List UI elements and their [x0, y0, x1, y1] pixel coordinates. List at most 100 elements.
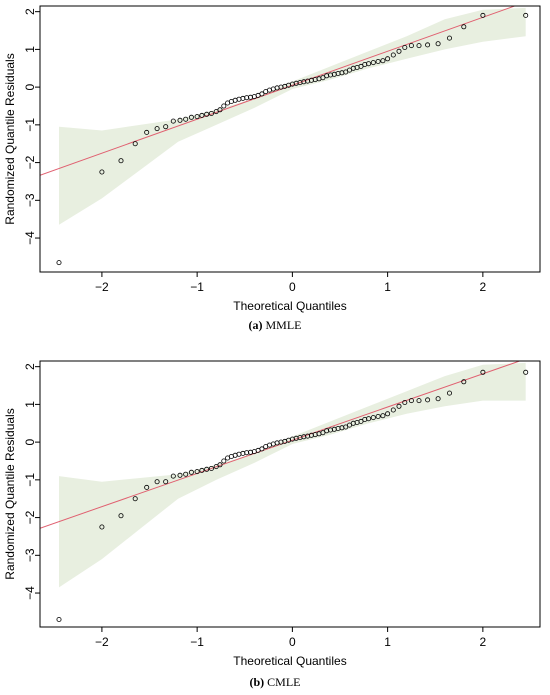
data-point: [204, 111, 210, 117]
data-point: [416, 43, 422, 49]
caption-a-name: MMLE: [265, 318, 302, 332]
x-tick-label: −1: [190, 280, 204, 294]
y-tick-label: 0: [23, 438, 37, 445]
data-point: [188, 114, 194, 120]
data-point: [118, 158, 124, 164]
caption-a-letter: (a): [248, 318, 263, 332]
data-point: [183, 471, 189, 477]
data-point: [408, 43, 414, 49]
y-tick-label: 1: [23, 401, 37, 408]
x-axis-title: Theoretical Quantiles: [233, 299, 346, 313]
plot-frame: [39, 360, 541, 628]
data-point: [435, 41, 441, 47]
x-tick-label: 2: [480, 635, 487, 649]
x-tick-label: −2: [95, 635, 109, 649]
data-point: [375, 59, 381, 65]
data-point: [375, 414, 381, 420]
data-point: [366, 416, 372, 422]
qq-plot-b: −2 −1 0 1 2 −4 −3 −2 −1 0 1 2 Theoretical Quantiles R…: [3, 360, 541, 668]
x-tick-label: 0: [289, 280, 296, 294]
data-point: [358, 63, 364, 69]
data-point: [56, 260, 62, 266]
data-point: [259, 446, 265, 452]
data-point: [236, 96, 242, 102]
data-point: [221, 458, 227, 464]
data-point: [425, 42, 431, 48]
y-tick-label: −2: [23, 510, 37, 524]
data-point: [199, 467, 205, 473]
data-point: [177, 117, 183, 123]
confidence-band: [59, 7, 526, 225]
data-point: [163, 124, 169, 130]
data-point: [194, 469, 200, 475]
data-point: [204, 466, 210, 472]
y-tick-label: 0: [23, 83, 37, 90]
y-tick-label: −4: [23, 231, 37, 245]
data-point: [56, 616, 62, 622]
y-tick-label: −2: [23, 155, 37, 169]
data-point: [221, 103, 227, 109]
data-point: [132, 141, 138, 147]
data-point: [217, 462, 223, 468]
data-point: [523, 12, 529, 18]
y-tick-label: −4: [23, 586, 37, 600]
y-tick-label: 2: [23, 8, 37, 15]
x-tick-label: 1: [384, 635, 391, 649]
data-point: [132, 496, 138, 502]
data-point: [523, 369, 529, 375]
data-point: [380, 413, 386, 419]
data-point: [236, 451, 242, 457]
data-point: [199, 112, 205, 118]
data-point: [343, 424, 349, 430]
data-point: [320, 75, 326, 81]
data-point: [118, 513, 124, 519]
caption-b: (b) CMLE: [0, 675, 550, 690]
data-point: [402, 400, 408, 406]
data-point: [343, 69, 349, 75]
y-tick-label: −1: [23, 118, 37, 132]
data-point: [425, 397, 431, 403]
caption-b-letter: (b): [249, 675, 265, 689]
data-point: [461, 24, 467, 30]
data-point: [144, 484, 150, 490]
confidence-band: [59, 362, 526, 588]
data-point: [194, 114, 200, 120]
data-point: [435, 396, 441, 402]
data-point: [416, 398, 422, 404]
x-tick-label: 0: [289, 635, 296, 649]
data-point: [480, 369, 486, 375]
data-point: [163, 479, 169, 485]
data-point: [380, 58, 386, 64]
data-point: [170, 473, 176, 479]
y-tick-label: 2: [23, 363, 37, 370]
data-point: [208, 111, 214, 117]
data-point: [396, 403, 402, 409]
y-tick-label: −1: [23, 473, 37, 487]
qq-plot-panel-a: −2 −1 0 1 2 −4 −3 −2 −1 0 1 2 Theoretical Quantiles R…: [0, 0, 550, 345]
qq-plot-panel-b: −2 −1 0 1 2 −4 −3 −2 −1 0 1 2 Theoretical Quantiles R…: [0, 355, 550, 695]
data-point: [390, 52, 396, 58]
x-tick-label: −2: [95, 280, 109, 294]
data-point: [358, 418, 364, 424]
data-point: [396, 48, 402, 54]
data-point: [446, 390, 452, 396]
data-point: [320, 430, 326, 436]
x-tick-label: 1: [384, 280, 391, 294]
data-point: [480, 12, 486, 18]
data-point: [385, 411, 391, 417]
caption-b-name: CMLE: [267, 675, 301, 689]
data-point: [370, 415, 376, 421]
data-point: [154, 126, 160, 132]
data-point: [208, 466, 214, 472]
y-tick-label: 1: [23, 46, 37, 53]
y-axis-title: Randomized Quantile Residuals: [3, 408, 17, 579]
x-axis-title: Theoretical Quantiles: [233, 654, 346, 668]
data-point: [154, 479, 160, 485]
data-point: [99, 524, 105, 530]
y-axis-title: Randomized Quantile Residuals: [3, 53, 17, 224]
plot-frame: [39, 5, 541, 273]
data-point: [385, 56, 391, 62]
data-point: [408, 398, 414, 404]
data-point: [170, 118, 176, 124]
data-point: [461, 379, 467, 385]
